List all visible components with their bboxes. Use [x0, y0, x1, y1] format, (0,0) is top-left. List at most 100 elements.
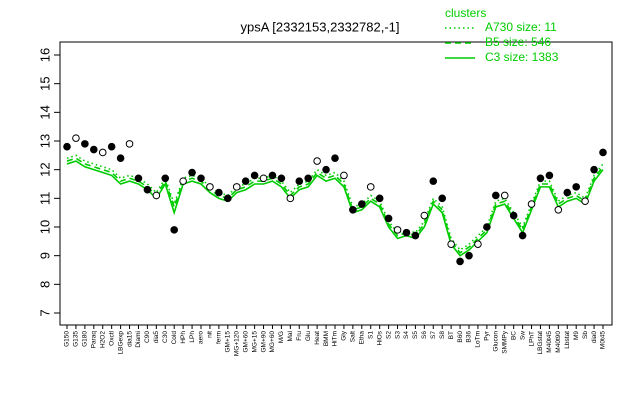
- data-point: [509, 211, 518, 220]
- data-point: [384, 214, 393, 223]
- data-point: [116, 154, 125, 162]
- data-point: [313, 157, 321, 165]
- plot-frame: [59, 41, 613, 326]
- x-tick-label: C30: [162, 331, 169, 343]
- x-tick-label: BC: [510, 331, 517, 340]
- x-tick-label: BT: [448, 331, 455, 339]
- y-tick-label: 12: [37, 162, 52, 176]
- data-point: [518, 231, 527, 240]
- data-point: [197, 174, 205, 183]
- data-point: [465, 251, 473, 260]
- x-tick-label: LBGexp: [117, 331, 124, 355]
- x-tick-label: MG+120: [233, 331, 240, 356]
- x-tick-label: Fru: [296, 331, 303, 341]
- data-point: [554, 206, 563, 214]
- x-tick-label: Pyr: [484, 330, 491, 341]
- data-point: [259, 174, 268, 183]
- x-tick-label: Sw: [519, 331, 526, 340]
- x-tick-label: Mal: [287, 330, 294, 341]
- data-point: [215, 188, 223, 197]
- x-tick-label: M/G: [278, 331, 285, 343]
- x-tick-label: LBGstat: [537, 331, 544, 355]
- x-tick-label: M40t45: [546, 331, 553, 353]
- data-point: [241, 177, 250, 185]
- data-point: [492, 191, 500, 200]
- x-tick-label: LPhT: [528, 331, 535, 347]
- x-tick-label: Paraq: [91, 331, 98, 349]
- data-point: [375, 194, 384, 203]
- x-tick-label: ferm: [216, 331, 223, 344]
- legend-label: B5 size: 546: [485, 35, 551, 49]
- x-tick-label: aero: [198, 331, 205, 344]
- data-point: [125, 140, 134, 148]
- x-tick-label: M9: [573, 331, 580, 340]
- x-tick-label: Salt: [350, 331, 357, 342]
- data-point: [63, 142, 71, 151]
- x-tick-label: S2: [385, 331, 392, 339]
- legend-label: A730 size: 11: [485, 20, 557, 34]
- x-tick-label: S5: [412, 331, 419, 339]
- y-tick-label: 8: [37, 281, 52, 288]
- data-point: [331, 154, 339, 162]
- data-point: [188, 168, 196, 177]
- x-tick-label: GM+60: [242, 331, 249, 353]
- data-point: [277, 174, 286, 183]
- data-point: [134, 174, 143, 183]
- data-point: [232, 183, 241, 191]
- data-point: [393, 226, 402, 234]
- x-tick-label: G135: [73, 331, 80, 347]
- data-point: [143, 185, 152, 194]
- x-tick-label: B36: [466, 331, 473, 343]
- data-point: [447, 240, 455, 248]
- data-point: [152, 191, 161, 200]
- y-tick-label: 16: [37, 48, 52, 62]
- x-tick-label: Lbstat: [564, 331, 571, 349]
- legend-title: clusters: [445, 6, 486, 20]
- data-point: [474, 240, 482, 248]
- x-tick-label: S8: [439, 331, 446, 339]
- x-tick-label: S6: [421, 331, 428, 339]
- data-point: [295, 177, 304, 185]
- x-tick-label: Glucon: [493, 331, 500, 352]
- x-tick-label: LPh: [189, 331, 196, 343]
- data-point: [483, 223, 491, 231]
- cluster-line: [66, 160, 604, 257]
- y-tick-label: 11: [37, 192, 52, 206]
- data-point: [599, 148, 607, 157]
- data-point: [81, 140, 89, 148]
- x-tick-label: S7: [430, 331, 437, 339]
- data-point: [572, 183, 581, 191]
- x-tick-label: B60: [457, 331, 464, 343]
- data-point: [420, 211, 429, 220]
- data-point: [170, 226, 178, 234]
- data-point: [161, 174, 170, 183]
- data-point: [456, 257, 464, 266]
- x-tick-label: LoTm: [475, 331, 482, 348]
- data-point: [366, 183, 375, 191]
- data-point: [98, 148, 107, 157]
- data-point: [429, 177, 438, 185]
- x-tick-label: nit: [207, 331, 214, 338]
- x-tick-label: BMM: [323, 331, 330, 346]
- data-point: [402, 228, 411, 237]
- x-tick-label: C90: [144, 331, 151, 343]
- data-point: [527, 200, 536, 208]
- x-tick-label: S4: [403, 331, 410, 339]
- x-tick-label: dia0: [591, 331, 598, 344]
- x-tick-label: Heat: [314, 331, 321, 345]
- data-point: [322, 165, 330, 174]
- data-point: [536, 174, 545, 183]
- data-point: [349, 206, 357, 214]
- x-tick-label: Gly: [341, 330, 348, 341]
- y-tick-label: 7: [37, 309, 52, 316]
- data-point: [581, 197, 589, 205]
- data-point: [438, 194, 447, 203]
- data-point: [500, 191, 509, 200]
- x-tick-label: HPh: [180, 331, 187, 344]
- x-tick-label: Cold: [171, 331, 178, 345]
- data-point: [340, 171, 348, 180]
- x-tick-label: SMMPy: [501, 330, 508, 354]
- x-tick-label: HiTm: [332, 331, 339, 347]
- x-tick-label: Glu: [305, 331, 312, 342]
